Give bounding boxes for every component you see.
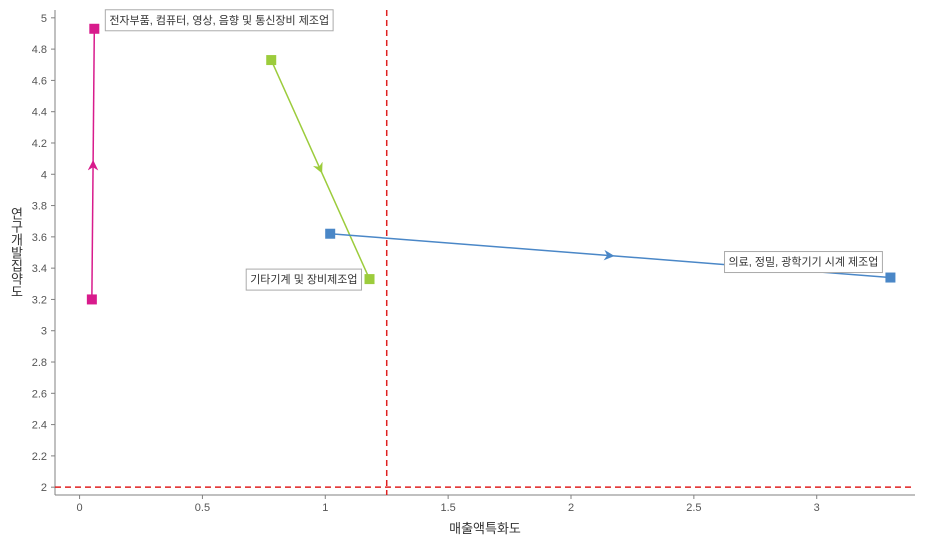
y-tick-label: 3.6 bbox=[32, 232, 47, 244]
x-axis-title: 매출액특화도 bbox=[449, 521, 521, 536]
series-line-machinery bbox=[320, 170, 369, 280]
chart-svg: 0 0.5 1 1.5 2 2.5 3 2 2.2 2.4 2.6 2.8 3 3.2 3.4 3.6 3.8 4… bbox=[0, 0, 925, 545]
series-marker-medical bbox=[325, 229, 335, 239]
y-tick-label: 4.2 bbox=[32, 138, 47, 150]
scatter-arrow-chart: 0 0.5 1 1.5 2 2.5 3 2 2.2 2.4 2.6 2.8 3 3.2 3.4 3.6 3.8 4… bbox=[0, 0, 925, 545]
y-tick-label: 2.4 bbox=[32, 420, 47, 432]
series-label-electronics: 전자부품, 컴퓨터, 영상, 음향 및 통신장비 제조업 bbox=[109, 14, 329, 27]
series-marker-electronics bbox=[87, 294, 97, 304]
y-tick-label: 3 bbox=[41, 326, 47, 338]
y-tick-label: 3.2 bbox=[32, 294, 47, 306]
y-tick-label: 3.4 bbox=[32, 263, 47, 275]
y-tick-label: 2.2 bbox=[32, 451, 47, 463]
series-line-electronics bbox=[93, 29, 94, 164]
y-tick-label: 4 bbox=[41, 169, 47, 181]
x-tick-label: 2 bbox=[568, 502, 574, 514]
x-tick-label: 3 bbox=[814, 502, 820, 514]
y-tick-label: 3.8 bbox=[32, 201, 47, 213]
x-tick-label: 1.5 bbox=[440, 502, 455, 514]
series-marker-machinery bbox=[365, 274, 375, 284]
y-tick-label: 4.4 bbox=[32, 107, 47, 119]
series-marker-electronics bbox=[89, 24, 99, 34]
y-tick-label: 5 bbox=[41, 13, 47, 25]
series-arrow-electronics bbox=[92, 164, 93, 299]
x-tick-label: 1 bbox=[322, 502, 328, 514]
y-axis-title: 연구개발집약도 bbox=[9, 207, 24, 298]
series-arrow-machinery bbox=[271, 60, 320, 170]
x-tick-label: 0 bbox=[77, 502, 83, 514]
y-tick-label: 2.8 bbox=[32, 357, 47, 369]
y-tick-label: 2.6 bbox=[32, 388, 47, 400]
y-tick-label: 4.8 bbox=[32, 44, 47, 56]
y-tick-label: 2 bbox=[41, 482, 47, 494]
series-marker-medical bbox=[885, 273, 895, 283]
x-tick-label: 0.5 bbox=[195, 502, 210, 514]
series-label-medical: 의료, 정밀, 광학기기 시계 제조업 bbox=[729, 256, 879, 269]
series-arrow-medical bbox=[330, 234, 610, 256]
x-tick-label: 2.5 bbox=[686, 502, 701, 514]
series-marker-machinery bbox=[266, 55, 276, 65]
series-label-machinery: 기타기계 및 장비제조업 bbox=[250, 273, 357, 286]
y-tick-label: 4.6 bbox=[32, 75, 47, 87]
